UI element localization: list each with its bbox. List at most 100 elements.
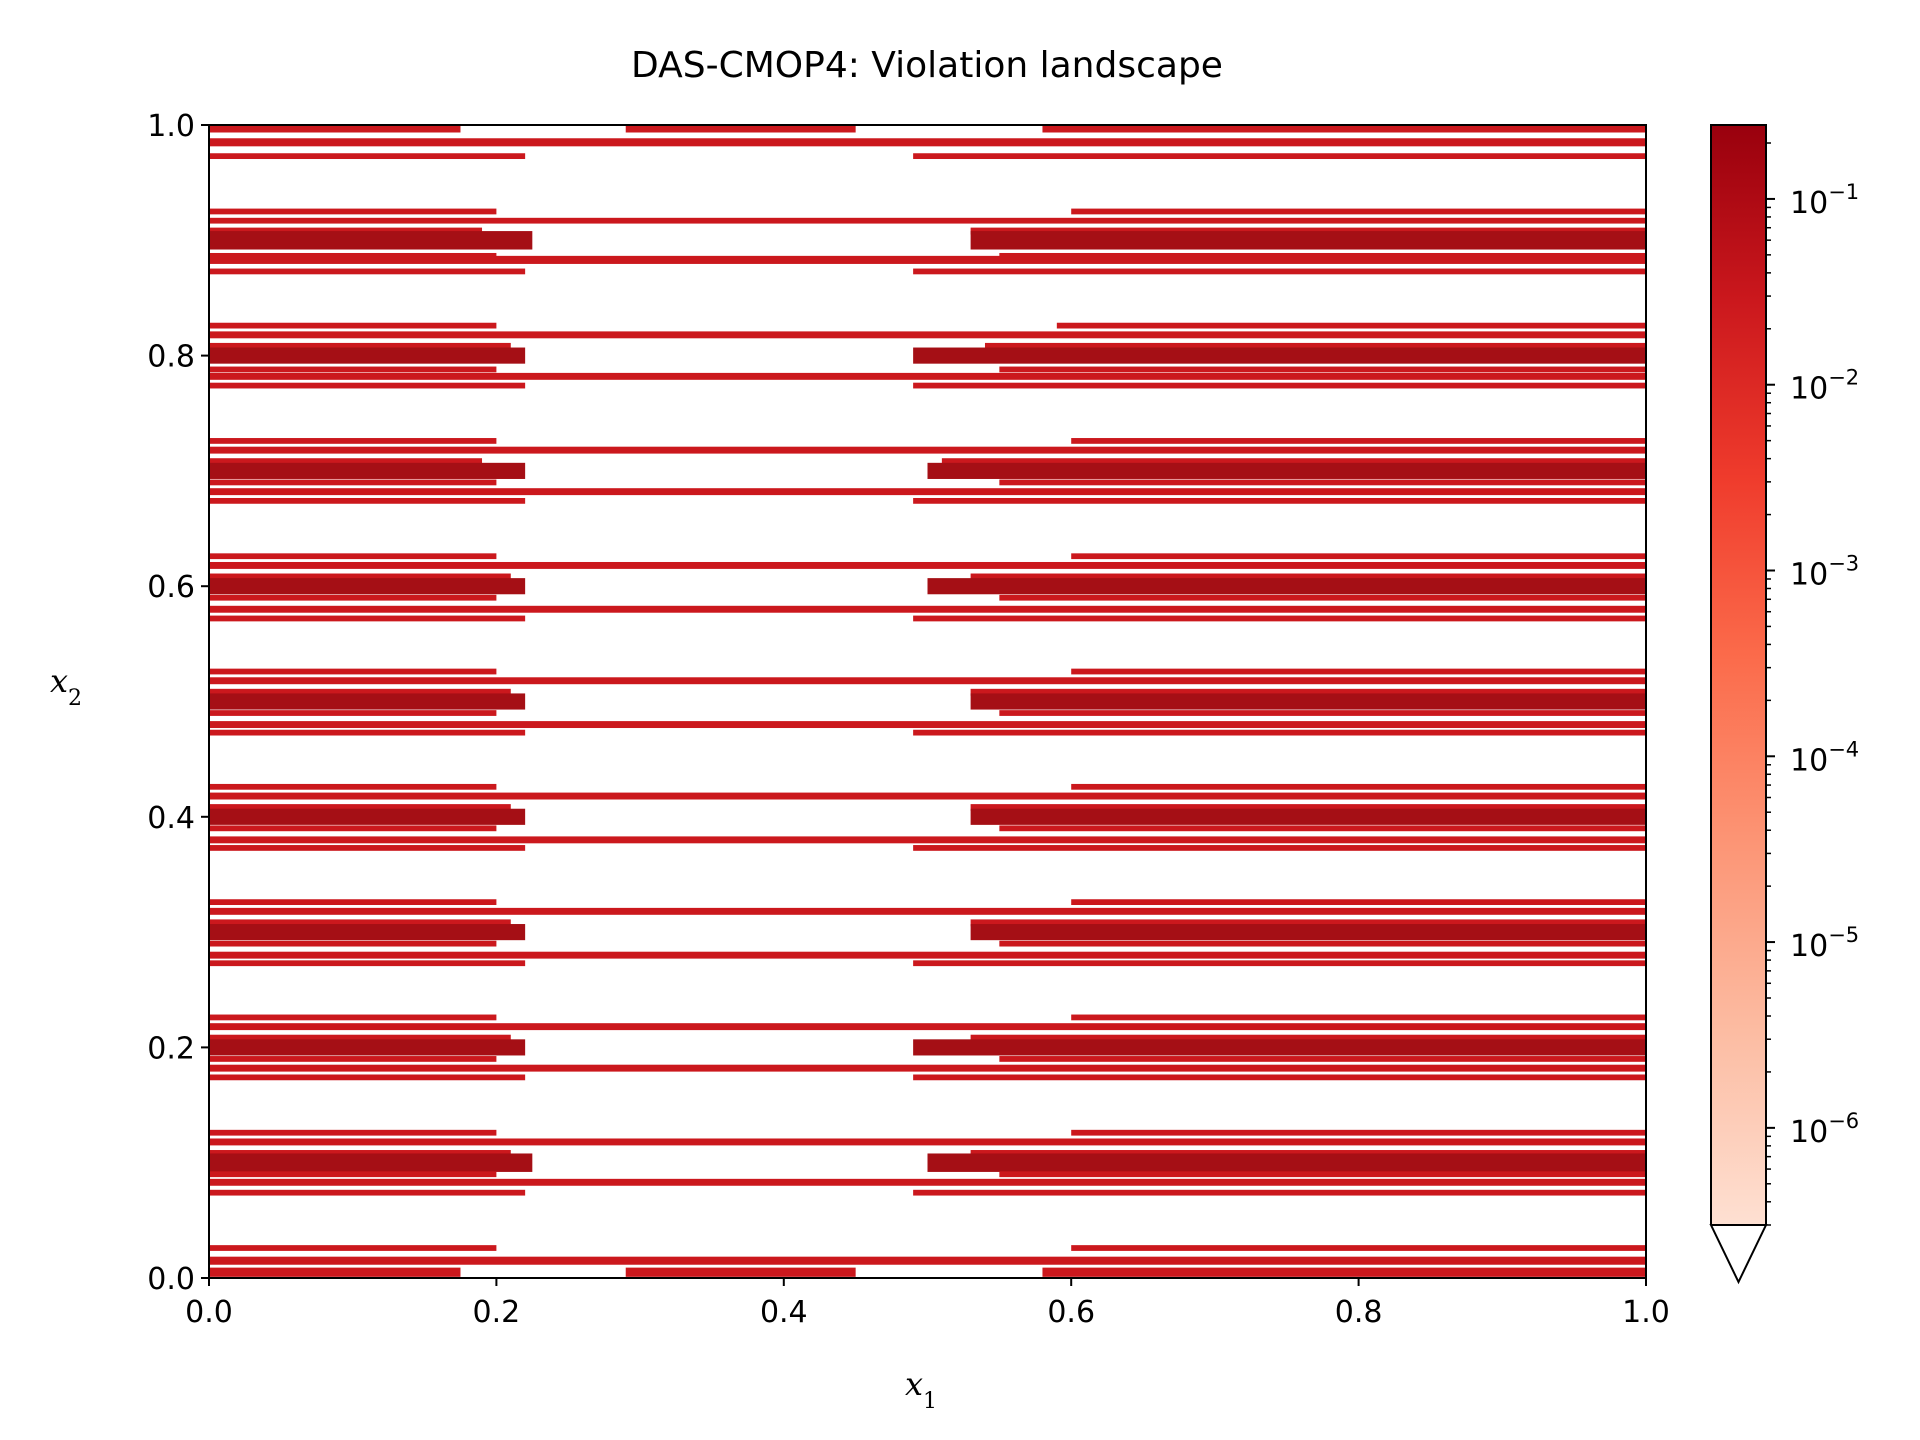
violation-band-60-segment-0 bbox=[209, 1138, 1646, 1146]
chart-title: DAS-CMOP4: Violation landscape bbox=[631, 45, 1223, 86]
x-tick-label: 0.4 bbox=[760, 1295, 808, 1330]
y-tick-label: 0.6 bbox=[147, 570, 195, 605]
violation-band-9-segment-1 bbox=[913, 268, 1646, 275]
violation-band-24-segment-0 bbox=[209, 553, 497, 560]
violation-band-12-segment-1 bbox=[984, 342, 1646, 350]
violation-band-23-segment-0 bbox=[209, 497, 526, 504]
y-axis-label-sub: 2 bbox=[68, 686, 82, 711]
violation-band-27-segment-0 bbox=[209, 578, 526, 595]
violation-band-37-segment-1 bbox=[913, 729, 1646, 736]
violation-band-24-segment-1 bbox=[1071, 553, 1646, 560]
violation-band-35-segment-0 bbox=[209, 710, 497, 716]
violation-band-55-segment-1 bbox=[913, 1039, 1646, 1056]
violation-band-17-segment-0 bbox=[209, 438, 497, 444]
violation-band-56-segment-1 bbox=[999, 1056, 1646, 1062]
violation-band-33-segment-0 bbox=[209, 688, 511, 696]
violation-band-68-segment-1 bbox=[625, 1267, 856, 1277]
y-tick-label: 1.0 bbox=[147, 109, 195, 144]
violation-band-6-segment-1 bbox=[970, 231, 1646, 250]
violation-band-37-segment-0 bbox=[209, 729, 526, 736]
violation-band-29-segment-0 bbox=[209, 605, 1646, 613]
violation-band-22-segment-0 bbox=[209, 488, 1646, 496]
violation-band-36-segment-0 bbox=[209, 721, 1646, 729]
violation-band-11-segment-0 bbox=[209, 331, 1646, 339]
violation-band-14-segment-0 bbox=[209, 366, 497, 373]
violation-band-13-segment-1 bbox=[913, 347, 1646, 364]
violation-band-8-segment-0 bbox=[209, 255, 1646, 264]
violation-band-49-segment-0 bbox=[209, 940, 497, 947]
violation-band-58-segment-0 bbox=[209, 1074, 526, 1081]
violation-band-62-segment-0 bbox=[209, 1153, 533, 1172]
violation-band-0-segment-1 bbox=[625, 125, 856, 133]
violation-band-33-segment-1 bbox=[970, 688, 1646, 696]
violation-band-0-segment-0 bbox=[209, 125, 461, 133]
violation-band-66-segment-1 bbox=[1071, 1245, 1646, 1251]
violation-band-47-segment-1 bbox=[970, 919, 1646, 927]
x-tick-label: 0.2 bbox=[473, 1295, 521, 1330]
violation-band-44-segment-1 bbox=[913, 845, 1646, 851]
violation-band-44-segment-0 bbox=[209, 845, 526, 851]
violation-band-65-segment-1 bbox=[913, 1189, 1646, 1196]
violation-band-26-segment-0 bbox=[209, 573, 511, 581]
violation-band-48-segment-0 bbox=[209, 924, 526, 941]
violation-band-2-segment-0 bbox=[209, 153, 526, 160]
violation-band-4-segment-0 bbox=[209, 217, 1646, 224]
x-axis-label-sub: 1 bbox=[923, 1389, 937, 1414]
violation-band-59-segment-0 bbox=[209, 1129, 497, 1136]
violation-band-39-segment-0 bbox=[209, 792, 1646, 800]
violation-band-41-segment-1 bbox=[970, 808, 1646, 825]
violation-band-62-segment-1 bbox=[927, 1153, 1646, 1172]
violation-band-45-segment-0 bbox=[209, 899, 497, 906]
x-axis-ticks: 0.0 0.2 0.4 0.6 0.8 1.0 bbox=[185, 1278, 1670, 1330]
violation-band-63-segment-1 bbox=[999, 1171, 1646, 1178]
violation-band-55-segment-0 bbox=[209, 1039, 526, 1056]
violation-band-65-segment-0 bbox=[209, 1189, 526, 1196]
violation-band-1-segment-0 bbox=[209, 138, 1646, 147]
violation-band-38-segment-1 bbox=[1071, 783, 1646, 790]
violation-band-52-segment-1 bbox=[1071, 1014, 1646, 1021]
violation-band-58-segment-1 bbox=[913, 1074, 1646, 1081]
violation-band-45-segment-1 bbox=[1071, 899, 1646, 906]
violation-band-10-segment-0 bbox=[209, 322, 497, 329]
violation-band-51-segment-0 bbox=[209, 960, 526, 967]
y-axis-label: x2 bbox=[50, 662, 82, 711]
violation-band-12-segment-0 bbox=[209, 342, 511, 350]
violation-band-21-segment-1 bbox=[999, 479, 1646, 486]
colorbar-gradient bbox=[1711, 125, 1766, 1225]
colorbar-tick-label: 10−1 bbox=[1790, 180, 1859, 221]
violation-band-63-segment-0 bbox=[209, 1171, 497, 1178]
x-tick-label: 1.0 bbox=[1622, 1295, 1670, 1330]
x-axis-label-var: x bbox=[905, 1365, 923, 1403]
violation-band-68-segment-0 bbox=[209, 1267, 461, 1277]
violation-band-68-segment-2 bbox=[1042, 1267, 1646, 1277]
violation-band-20-segment-0 bbox=[209, 462, 526, 479]
violation-band-30-segment-1 bbox=[913, 615, 1646, 622]
violation-band-23-segment-1 bbox=[913, 497, 1646, 504]
violation-band-31-segment-0 bbox=[209, 668, 497, 675]
colorbar-tick-label: 10−4 bbox=[1790, 737, 1859, 778]
violation-band-27-segment-1 bbox=[927, 578, 1646, 595]
violation-band-49-segment-1 bbox=[999, 940, 1646, 947]
colorbar-tick-label: 10−5 bbox=[1790, 923, 1859, 964]
violation-band-16-segment-1 bbox=[913, 382, 1646, 389]
violation-band-56-segment-0 bbox=[209, 1056, 497, 1062]
colorbar-tick-label: 10−2 bbox=[1790, 366, 1859, 407]
violation-band-19-segment-0 bbox=[209, 458, 483, 466]
violation-band-16-segment-0 bbox=[209, 382, 526, 389]
x-tick-label: 0.0 bbox=[185, 1295, 233, 1330]
violation-band-42-segment-0 bbox=[209, 825, 497, 832]
violation-band-40-segment-1 bbox=[970, 804, 1646, 812]
x-axis-label: x1 bbox=[905, 1365, 937, 1414]
colorbar-tick-label: 10−6 bbox=[1790, 1109, 1859, 1150]
colorbar-frame bbox=[1710, 124, 1767, 1225]
violation-band-19-segment-1 bbox=[941, 458, 1646, 466]
violation-band-54-segment-1 bbox=[970, 1034, 1646, 1042]
violation-band-32-segment-0 bbox=[209, 677, 1646, 685]
colorbar-tick-label: 10−3 bbox=[1790, 552, 1859, 593]
violation-band-10-segment-1 bbox=[1056, 322, 1646, 329]
violation-band-57-segment-0 bbox=[209, 1064, 1646, 1072]
violation-band-41-segment-0 bbox=[209, 808, 526, 825]
violation-band-64-segment-0 bbox=[209, 1178, 1646, 1186]
x-tick-label: 0.6 bbox=[1047, 1295, 1095, 1330]
